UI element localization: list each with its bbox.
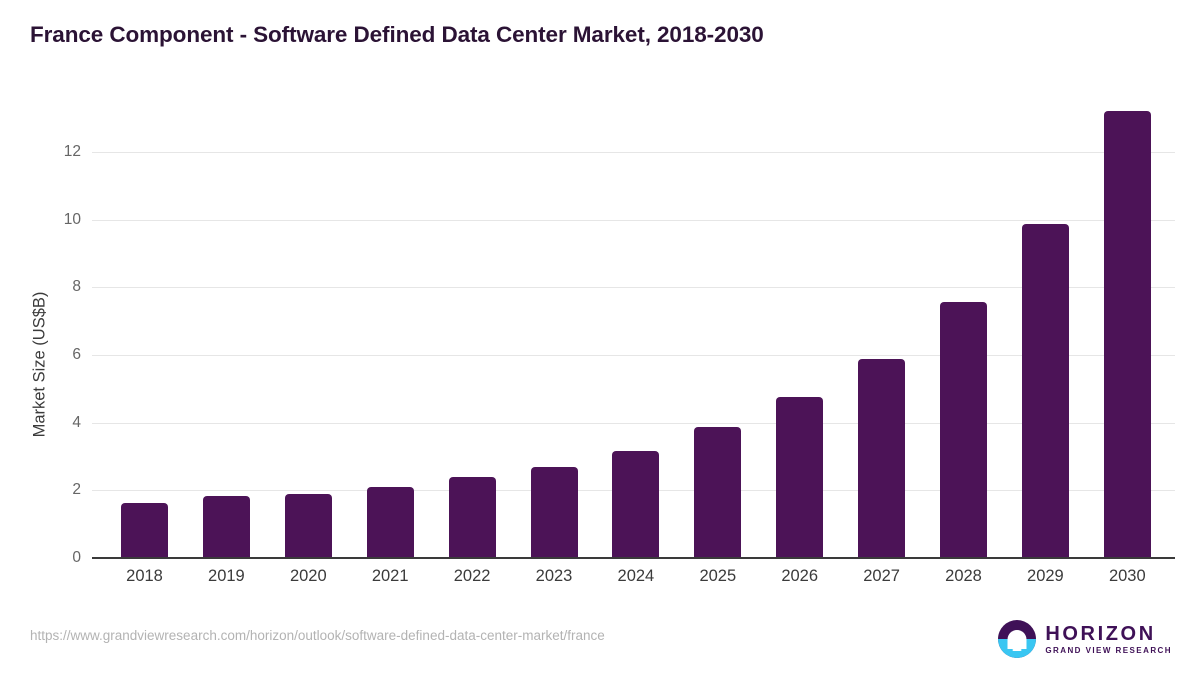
bar-2023[interactable] <box>530 467 578 558</box>
bar-2029[interactable] <box>1021 223 1069 558</box>
bar-2025[interactable] <box>694 427 742 558</box>
bar-2019[interactable] <box>202 496 250 558</box>
x-axis-tick-label: 2030 <box>1108 567 1146 585</box>
logo-ray-1 <box>1007 640 1027 643</box>
x-axis-tick-label: 2020 <box>289 567 327 585</box>
x-axis-tick-label: 2021 <box>371 567 409 585</box>
bar-2021[interactable] <box>366 486 414 558</box>
x-axis-tick-label: 2029 <box>1027 567 1064 585</box>
bar-2022[interactable] <box>448 477 496 558</box>
source-url[interactable]: https://www.grandviewresearch.com/horizo… <box>30 628 605 643</box>
x-axis-tick-label: 2019 <box>208 567 245 585</box>
gridline <box>92 151 1175 153</box>
y-axis-tick-label: 8 <box>72 278 81 296</box>
bar-2030[interactable] <box>1103 111 1151 558</box>
chart-title: France Component - Software Defined Data… <box>30 22 764 47</box>
x-axis-tick-label: 2023 <box>535 567 573 585</box>
x-axis-line <box>92 557 1175 559</box>
x-axis-tick-label: 2022 <box>453 567 491 585</box>
y-axis-tick-label: 4 <box>72 413 81 431</box>
horizon-sun-over-water-icon <box>998 620 1037 658</box>
y-axis-tick-label: 0 <box>72 549 81 566</box>
bar-2018[interactable] <box>121 503 168 558</box>
x-axis-tick-label: 2027 <box>863 567 900 585</box>
bar-2028[interactable] <box>940 302 987 558</box>
gridline <box>92 354 1175 356</box>
logo-dome-shape <box>1007 629 1027 649</box>
y-axis-tick-label: 10 <box>63 210 81 228</box>
logo-wordmark: HORIZON <box>1045 622 1156 645</box>
gridline <box>92 422 1175 424</box>
x-axis-tick-label: 2025 <box>699 567 737 585</box>
x-axis-tick-label: 2024 <box>617 567 655 585</box>
bar-2024[interactable] <box>612 451 660 558</box>
bar-2026[interactable] <box>776 396 824 558</box>
bar-2027[interactable] <box>858 358 906 558</box>
logo-ray-3 <box>1012 649 1022 652</box>
gridline <box>92 219 1175 221</box>
y-axis-tick-label: 12 <box>63 142 81 160</box>
horizon-logo: HORIZON GRAND VIEW RESEARCH <box>998 620 1172 658</box>
logo-ray-2 <box>1010 644 1025 647</box>
y-axis-tick-label: 2 <box>72 481 81 499</box>
y-axis-tick-label: 6 <box>72 345 81 363</box>
bar-2020[interactable] <box>284 494 332 558</box>
gridline <box>92 287 1175 289</box>
x-axis-tick-label: 2018 <box>126 567 163 585</box>
logo-text: HORIZON GRAND VIEW RESEARCH <box>1045 624 1172 655</box>
x-axis-tick-label: 2028 <box>945 567 982 585</box>
logo-subtitle: GRAND VIEW RESEARCH <box>1045 645 1172 655</box>
x-axis-tick-label: 2026 <box>781 567 819 585</box>
